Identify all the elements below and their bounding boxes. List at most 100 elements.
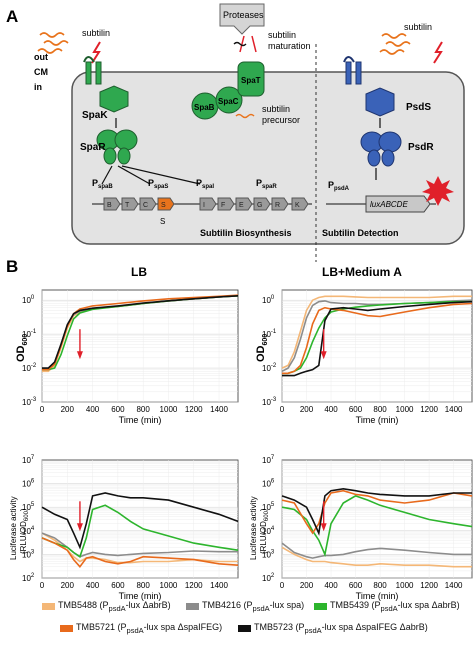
y-tick-label: 10-2 bbox=[262, 363, 277, 373]
x-tick-label: 0 bbox=[40, 581, 45, 590]
subtilin-squiggles-left bbox=[37, 32, 69, 54]
cell-membrane bbox=[71, 71, 465, 245]
spat-transporter bbox=[237, 61, 265, 97]
label-subtilin-left: subtilin bbox=[82, 28, 110, 38]
x-tick-label: 1200 bbox=[185, 405, 203, 414]
y-tick-label: 103 bbox=[262, 549, 275, 559]
y-tick-label: 10-3 bbox=[22, 397, 37, 407]
x-tick-label: 0 bbox=[40, 405, 45, 414]
x-axis-label: Time (min) bbox=[356, 415, 399, 425]
gene-arrow bbox=[103, 197, 121, 211]
series-line-tmb5723 bbox=[42, 295, 239, 369]
panel-b-label: B bbox=[6, 257, 18, 276]
label-spac: SpaC bbox=[218, 97, 239, 106]
gene-arrow bbox=[271, 197, 289, 211]
label-precursor: subtilin precursor bbox=[262, 104, 300, 125]
red-arrow-head bbox=[76, 523, 83, 532]
series-line-tmb5723 bbox=[281, 487, 472, 536]
lightning-icon-right bbox=[433, 41, 443, 64]
x-tick-label: 0 bbox=[280, 581, 285, 590]
series-line-tmb5439 bbox=[41, 504, 239, 558]
chart-od-lb-medium-a: 0 200 400 600 800 1000 1200 1400 100 10-1 10-2 10-3… bbox=[262, 289, 473, 425]
ylabel-lum-right-line2: (RLU/OD600) bbox=[259, 508, 270, 554]
red-arrow-head bbox=[320, 523, 327, 532]
legend-swatch bbox=[314, 602, 327, 610]
chart-lum-lb-medium-a: 0 200 400 600 800 1000 1200 1400 107 106 105 104 103… bbox=[262, 455, 473, 601]
x-tick-label: 400 bbox=[324, 581, 338, 590]
y-tick-label: 106 bbox=[22, 479, 35, 489]
arrow-spar-1 bbox=[101, 165, 113, 185]
series-line-tmb5488 bbox=[281, 546, 472, 568]
y-tick-label: 100 bbox=[22, 295, 35, 305]
series-line-tmb5439 bbox=[282, 300, 472, 375]
y-tick-label: 100 bbox=[262, 295, 275, 305]
legend-item-tmb5721: TMB5721 (PpsdA-lux spa ΔspaIFEG) bbox=[60, 622, 222, 635]
luminescence-star-icon bbox=[422, 176, 454, 206]
title-lb-medium-a: LB+Medium A bbox=[322, 265, 402, 279]
label-detection: Subtilin Detection bbox=[322, 228, 399, 238]
gene-label: C bbox=[143, 202, 148, 209]
x-tick-label: 200 bbox=[300, 405, 314, 414]
gene-label: K bbox=[295, 202, 300, 209]
gene-arrow bbox=[217, 197, 235, 211]
promoter-psda: PpsdA bbox=[328, 180, 350, 192]
y-tick-label: 10-1 bbox=[262, 329, 277, 339]
arrow-spar-3 bbox=[121, 165, 201, 185]
plot-area bbox=[41, 289, 239, 403]
x-tick-label: 1000 bbox=[160, 581, 178, 590]
gene-label: R bbox=[275, 202, 280, 209]
ylabel-lum-right-line1: Luciferase activity bbox=[249, 496, 258, 560]
legend-item-tmb5488: TMB5488 (PpsdA-lux ΔabrB) bbox=[42, 600, 171, 613]
x-tick-label: 1400 bbox=[445, 581, 463, 590]
x-tick-label: 400 bbox=[86, 581, 100, 590]
red-arrow-head bbox=[320, 351, 327, 360]
arrow-spar-2 bbox=[117, 165, 151, 185]
y-tick-label: 10-2 bbox=[22, 363, 37, 373]
panel-a-label: A bbox=[6, 7, 18, 26]
gene-arrow bbox=[121, 197, 139, 211]
subtilin-squiggles-right bbox=[379, 33, 411, 55]
x-tick-label: 600 bbox=[111, 581, 125, 590]
psdr-regulator bbox=[360, 131, 402, 167]
x-tick-label: 400 bbox=[86, 405, 100, 414]
psds-receptor bbox=[343, 56, 395, 117]
promoter-spar: PspaR bbox=[256, 178, 277, 190]
legend-item-tmb5439: TMB5439 (PpsdA-lux spa ΔabrB) bbox=[314, 600, 460, 613]
y-tick-label: 103 bbox=[22, 549, 35, 559]
label-proteases: Proteases bbox=[223, 10, 264, 20]
y-tick-label: 105 bbox=[22, 502, 35, 512]
label-psdr: PsdR bbox=[408, 142, 434, 153]
label-biosynthesis: Subtilin Biosynthesis bbox=[200, 228, 292, 238]
label-subtilin-maturation: subtilin maturation bbox=[268, 30, 311, 51]
gene-arrow bbox=[139, 197, 157, 211]
label-lux: luxABCDE bbox=[370, 200, 408, 209]
x-axis-label: Time (min) bbox=[119, 415, 162, 425]
gene-label: E bbox=[239, 202, 244, 209]
y-tick-label: 105 bbox=[262, 502, 275, 512]
legend-text: TMB5488 (PpsdA-lux ΔabrB) bbox=[58, 600, 171, 613]
y-tick-label: 107 bbox=[22, 455, 35, 465]
x-tick-label: 200 bbox=[300, 581, 314, 590]
x-tick-label: 1400 bbox=[210, 581, 228, 590]
y-tick-label: 10-1 bbox=[22, 329, 37, 339]
gene-label: I bbox=[203, 202, 205, 209]
y-tick-label: 102 bbox=[262, 573, 275, 583]
x-tick-label: 200 bbox=[61, 405, 75, 414]
legend-swatch bbox=[238, 624, 251, 632]
label-subtilin-right: subtilin bbox=[404, 22, 432, 32]
legend-text: TMB4216 (PpsdA-lux spa) bbox=[202, 600, 305, 613]
label-cm: CM bbox=[34, 67, 48, 77]
series-line-tmb4216 bbox=[281, 542, 472, 559]
y-tick-label: 107 bbox=[262, 455, 275, 465]
x-tick-label: 200 bbox=[61, 581, 75, 590]
ylabel-od-left: OD600 bbox=[15, 334, 29, 362]
gene-arrow bbox=[199, 197, 217, 211]
chart-od-lb: 0 200 400 600 800 1000 1200 1400 100 10-1 10-2 10-3… bbox=[22, 289, 239, 425]
x-tick-label: 800 bbox=[136, 405, 150, 414]
x-tick-label: 800 bbox=[373, 405, 387, 414]
label-s-gene: S bbox=[160, 217, 165, 226]
y-tick-label: 104 bbox=[262, 526, 275, 536]
gene-label: G bbox=[257, 202, 262, 209]
lux-operon bbox=[365, 195, 431, 213]
